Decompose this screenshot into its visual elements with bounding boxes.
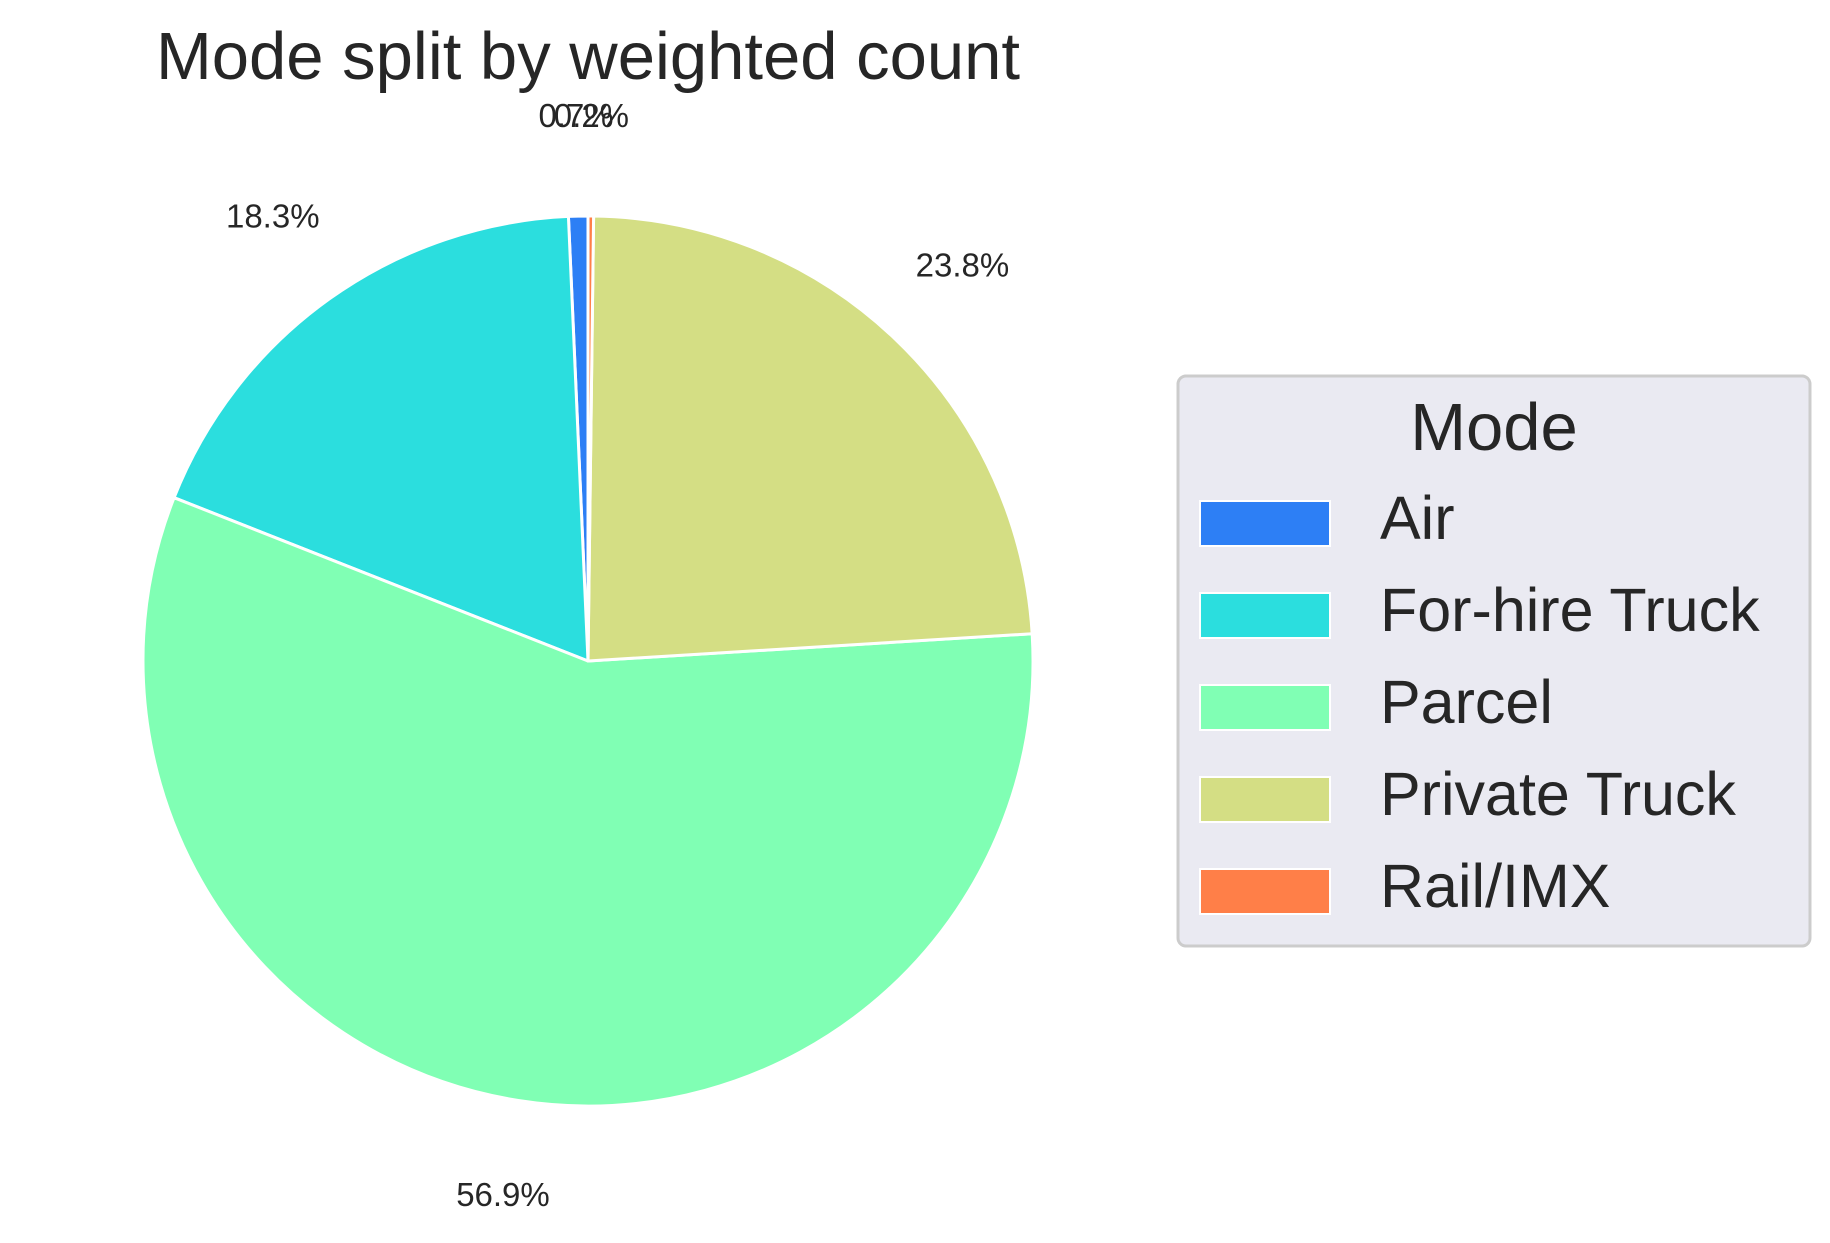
legend-swatch-for-hire-truck bbox=[1199, 592, 1331, 639]
legend-entries: Air For-hire Truck Parcel Private Truck Rail… bbox=[1199, 484, 1760, 920]
legend-swatch-parcel bbox=[1199, 684, 1331, 731]
legend-label-parcel: Parcel bbox=[1380, 668, 1553, 736]
pct-label-for-hire-truck: 18.3% bbox=[226, 198, 320, 235]
legend-frame bbox=[1176, 374, 1812, 948]
legend-title: Mode bbox=[1410, 390, 1578, 465]
legend-label-private-truck: Private Truck bbox=[1380, 760, 1736, 828]
legend-label-rail-imx: Rail/IMX bbox=[1380, 852, 1610, 920]
legend-swatch-air bbox=[1199, 500, 1331, 547]
pie-slices bbox=[141, 214, 1035, 1108]
pct-label-private-truck: 23.8% bbox=[916, 247, 1010, 284]
percentage-labels: 0.7% 18.3% 56.9% 23.8% 0.2% bbox=[226, 97, 1009, 1213]
pct-label-parcel: 56.9% bbox=[456, 1176, 550, 1213]
legend-swatch-rail-imx bbox=[1199, 868, 1331, 915]
legend: Mode Air For-hire Truck Parcel Private Truc… bbox=[1176, 374, 1812, 948]
pie-slice-private-truck bbox=[586, 214, 1034, 663]
legend-label-for-hire-truck: For-hire Truck bbox=[1380, 576, 1760, 644]
pct-label-rail-imx: 0.2% bbox=[554, 97, 629, 134]
legend-swatch-private-truck bbox=[1199, 776, 1331, 823]
chart-title: Mode split by weighted count bbox=[156, 19, 1020, 94]
pie-slice-parcel bbox=[141, 496, 1035, 1108]
pie-slice-for-hire-truck bbox=[172, 214, 590, 663]
pie-slice-rail-imx bbox=[586, 214, 596, 663]
pct-label-air: 0.7% bbox=[538, 97, 613, 134]
legend-label-air: Air bbox=[1380, 484, 1455, 552]
